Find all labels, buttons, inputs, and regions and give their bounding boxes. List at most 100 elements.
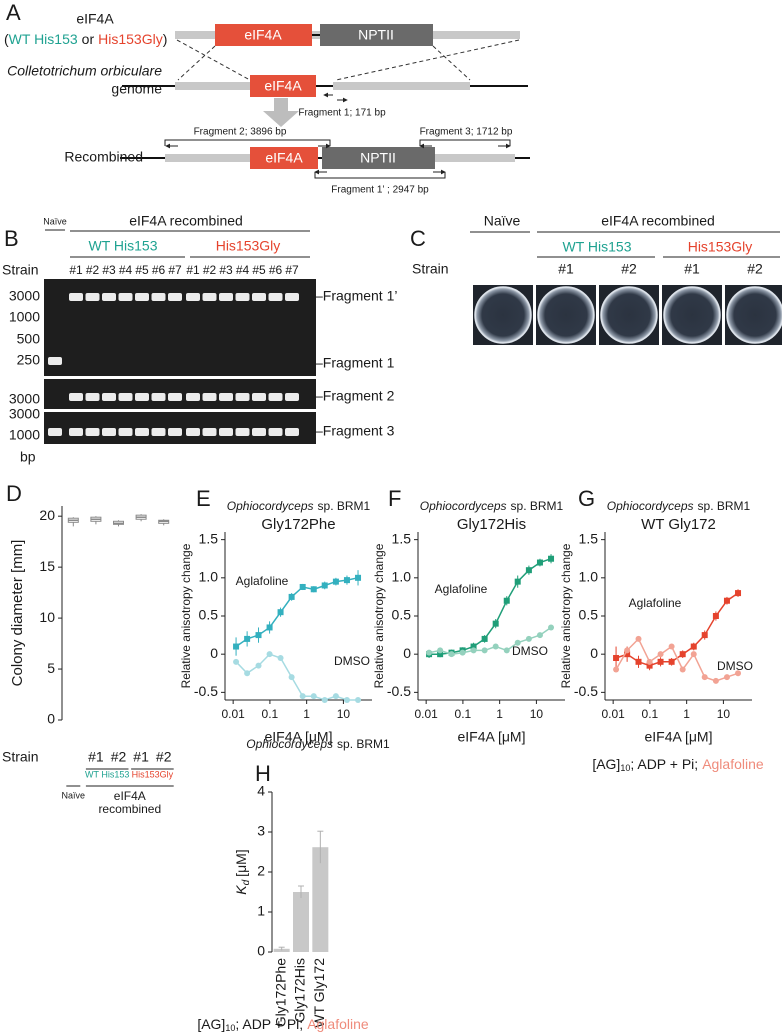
- x-tick-label: 1: [683, 707, 690, 721]
- marker: [343, 577, 350, 584]
- marker: [266, 624, 273, 631]
- gene-label: eIF4A: [244, 27, 282, 43]
- chart-species: Ophiocordyceps sp. BRM1: [246, 737, 390, 751]
- band: [168, 293, 182, 301]
- mut-label: His153Gly: [98, 31, 163, 47]
- y-axis-title: Colony diameter [mm]: [9, 540, 26, 687]
- ligand: [AG]: [592, 756, 620, 772]
- band: [69, 428, 83, 436]
- y-tick-label: 10: [39, 609, 55, 625]
- panel-label: F: [388, 486, 401, 511]
- x-tick-label: #2: [111, 749, 127, 765]
- lane-label: #2: [747, 261, 763, 277]
- y-tick-label: 20: [39, 507, 55, 523]
- y-tick-label: 0: [47, 711, 55, 727]
- marker: [310, 693, 317, 700]
- species: Ophiocordyceps: [607, 499, 694, 513]
- y-axis-title: Relative anisotropy change: [179, 543, 193, 688]
- y-tick-label: 4: [257, 783, 265, 799]
- band: [168, 428, 182, 436]
- unit-label: bp: [20, 449, 36, 465]
- drug: Aglafoline: [307, 1016, 369, 1032]
- fragment-label: Fragment 1’ ; 2947 bp: [331, 185, 429, 196]
- x-tick-label: 1: [303, 707, 310, 721]
- marker: [613, 655, 620, 661]
- species: Colletotrichum orbiculare: [7, 63, 162, 79]
- marker: [668, 658, 675, 665]
- group-label: His153Gly: [132, 769, 174, 779]
- dash: [177, 45, 216, 81]
- series-label: Aglafoline: [236, 574, 289, 588]
- strain: sp. BRM1: [337, 737, 390, 751]
- series-label: Aglafoline: [435, 582, 488, 596]
- marker: [459, 649, 466, 656]
- species: Ophiocordyceps: [246, 737, 333, 751]
- band: [69, 293, 83, 301]
- marker: [735, 670, 742, 677]
- chart-title: Gly172Phe: [261, 516, 335, 533]
- lane-label: #3: [102, 263, 116, 277]
- band: [268, 428, 283, 436]
- marker: [646, 662, 653, 669]
- marker: [288, 593, 295, 600]
- fragment-label: Fragment 1; 171 bp: [298, 108, 386, 119]
- caption-rest: ; ADP + Pi;: [235, 1016, 303, 1032]
- or-label: or: [82, 31, 95, 47]
- marker: [690, 651, 697, 658]
- marker: [255, 632, 262, 639]
- marker-label: NPTII: [360, 150, 396, 166]
- band: [151, 393, 166, 401]
- marker: [492, 620, 499, 627]
- x-tick-label: #1: [88, 749, 104, 765]
- flank: [175, 82, 250, 90]
- size-marker: 3000: [9, 391, 40, 407]
- x-tick-label: 0.1: [642, 707, 659, 721]
- marker: [244, 670, 251, 677]
- y-tick-label: -0.5: [387, 683, 411, 699]
- marker-box: [322, 147, 435, 169]
- marker: [635, 635, 642, 642]
- plate: [537, 286, 595, 344]
- marker: [657, 658, 664, 665]
- marker: [668, 643, 675, 650]
- x-tick-label: 1: [496, 707, 503, 721]
- bar: [312, 847, 329, 952]
- marker: [355, 697, 362, 703]
- marker: [525, 567, 532, 574]
- x-axis-title: eIF4A [μM]: [265, 729, 333, 745]
- band: [202, 393, 217, 401]
- band-label: –Fragment 3: [315, 423, 395, 439]
- lane-label: #7: [285, 263, 299, 277]
- lane-label: #5: [252, 263, 266, 277]
- lane-label: #1: [186, 263, 200, 277]
- band: [268, 293, 283, 301]
- species: Ophiocordyceps: [227, 499, 314, 513]
- marker: [712, 677, 719, 684]
- chart-species: Ophiocordyceps sp. BRM1: [420, 499, 564, 513]
- marker: [679, 651, 686, 658]
- size-marker: 3000: [9, 288, 40, 304]
- x-tick-label: 10: [530, 707, 544, 721]
- band: [219, 293, 233, 301]
- lane-label: #6: [269, 263, 283, 277]
- x-axis-title: eIF4A [μM]: [458, 729, 526, 745]
- band: [69, 393, 83, 401]
- lane-label: #3: [219, 263, 233, 277]
- strain: sp. BRM1: [318, 499, 371, 513]
- drug: Aglafoline: [702, 756, 764, 772]
- lane-label: #2: [203, 263, 217, 277]
- marker: [255, 662, 262, 669]
- panel-label: A: [6, 0, 21, 25]
- marker: [470, 647, 477, 654]
- crossover: [176, 39, 520, 81]
- y-tick-label: 3: [257, 823, 265, 839]
- y-tick-label: 1: [257, 903, 265, 919]
- marker: [277, 609, 284, 616]
- marker: [299, 583, 306, 590]
- marker: [646, 658, 653, 665]
- band: [285, 393, 299, 401]
- lane-label: #4: [236, 263, 250, 277]
- band: [102, 428, 116, 436]
- band: [252, 428, 266, 436]
